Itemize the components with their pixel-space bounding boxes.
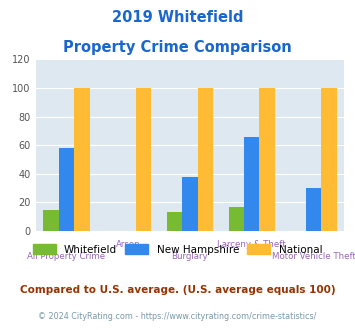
Text: Motor Vehicle Theft: Motor Vehicle Theft (272, 252, 355, 261)
Bar (260, 88, 275, 231)
Text: 2019 Whitefield: 2019 Whitefield (112, 10, 243, 25)
Bar (167, 213, 182, 231)
Bar (59, 148, 74, 231)
Text: Larceny & Theft: Larceny & Theft (217, 240, 286, 249)
Bar (229, 207, 244, 231)
Bar (182, 177, 198, 231)
Bar (306, 188, 321, 231)
Bar (321, 88, 337, 231)
Legend: Whitefield, New Hampshire, National: Whitefield, New Hampshire, National (28, 240, 327, 259)
Bar (43, 210, 59, 231)
Text: Property Crime Comparison: Property Crime Comparison (63, 40, 292, 54)
Text: Burglary: Burglary (171, 252, 208, 261)
Text: Compared to U.S. average. (U.S. average equals 100): Compared to U.S. average. (U.S. average … (20, 285, 335, 295)
Text: All Property Crime: All Property Crime (27, 252, 105, 261)
Text: Arson: Arson (116, 240, 141, 249)
Bar (244, 137, 260, 231)
Text: © 2024 CityRating.com - https://www.cityrating.com/crime-statistics/: © 2024 CityRating.com - https://www.city… (38, 312, 317, 321)
Bar (198, 88, 213, 231)
Bar (74, 88, 89, 231)
Bar (136, 88, 151, 231)
